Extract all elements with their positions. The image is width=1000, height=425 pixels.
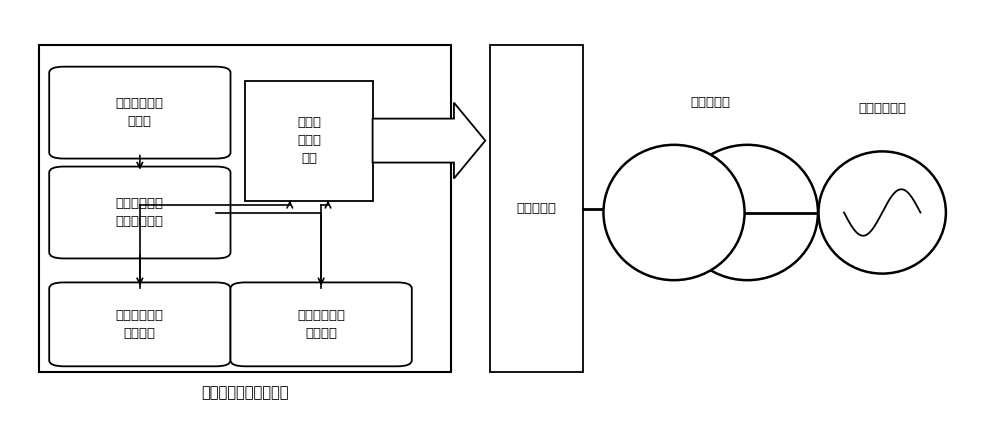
Ellipse shape <box>677 145 818 280</box>
Polygon shape <box>373 103 485 178</box>
Bar <box>39 45 451 372</box>
FancyBboxPatch shape <box>49 167 230 258</box>
FancyBboxPatch shape <box>49 67 230 159</box>
FancyBboxPatch shape <box>49 283 230 366</box>
Text: 三端口变流器主控制器: 三端口变流器主控制器 <box>201 385 289 400</box>
Bar <box>245 81 373 201</box>
Bar <box>490 45 583 372</box>
Ellipse shape <box>603 145 745 280</box>
FancyBboxPatch shape <box>230 283 412 366</box>
Text: 感性无功电流
计算单元: 感性无功电流 计算单元 <box>297 309 345 340</box>
Text: 容性无功电流
计算单元: 容性无功电流 计算单元 <box>116 309 164 340</box>
Text: 数字信号滤波
子单元: 数字信号滤波 子单元 <box>116 97 164 128</box>
Text: 控制信
号选择
单元: 控制信 号选择 单元 <box>297 116 321 165</box>
Text: 并联电网系统: 并联电网系统 <box>858 102 906 116</box>
Text: 并网变压器: 并网变压器 <box>691 96 731 109</box>
Text: 并网点电压故
障判断子单元: 并网点电压故 障判断子单元 <box>116 197 164 228</box>
Ellipse shape <box>818 151 946 274</box>
Text: 并网变流器: 并网变流器 <box>517 202 557 215</box>
